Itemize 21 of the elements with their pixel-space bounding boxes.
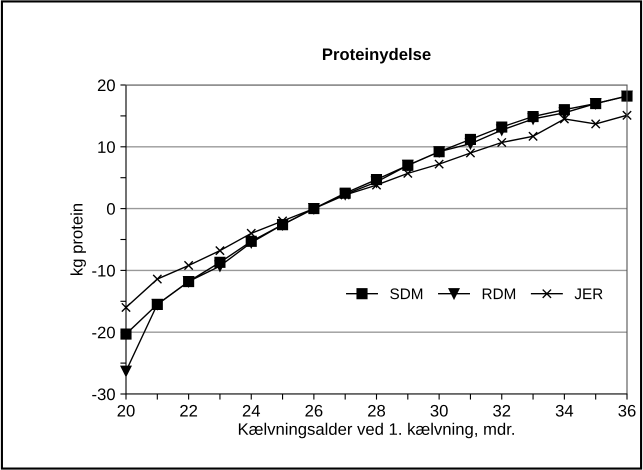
x-tick-label: 32 <box>493 404 510 417</box>
legend-label: SDM <box>390 288 422 300</box>
x-tick-label: 30 <box>430 404 448 417</box>
x-tick-label: 22 <box>180 404 198 416</box>
y-tick-label: -30 <box>92 388 115 400</box>
y-axis-title: kg protein <box>70 204 86 275</box>
y-tick-label: 20 <box>98 79 115 92</box>
x-tick-label: 36 <box>618 404 636 417</box>
x-tick-label: 34 <box>556 404 574 417</box>
y-tick-label: -20 <box>92 326 115 338</box>
x-tick-label: 20 <box>118 404 135 417</box>
y-tick-label: 0 <box>106 203 115 215</box>
x-tick-label: 28 <box>368 404 386 417</box>
legend-label: RDM <box>482 288 516 300</box>
x-tick-label: 26 <box>305 404 322 417</box>
x-tick-label: 24 <box>242 404 260 416</box>
x-axis-title: Kælvningsalder ved 1. kælvning, mdr. <box>238 422 514 438</box>
legend-label: JER <box>574 288 603 300</box>
chart-title: Proteinydelse <box>322 48 431 64</box>
y-tick-label: -10 <box>92 264 115 277</box>
y-tick-label: 10 <box>98 141 115 154</box>
